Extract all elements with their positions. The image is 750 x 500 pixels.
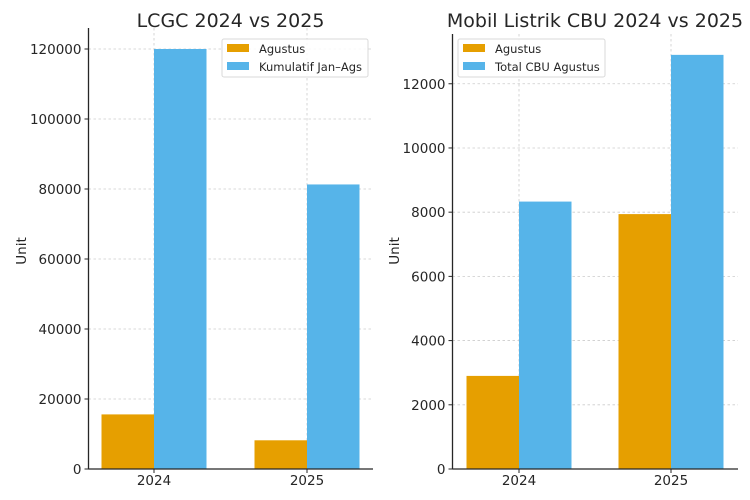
bar-agustus-2025 bbox=[618, 214, 671, 469]
bar-kumulatif-jan-ags-2025 bbox=[307, 184, 360, 469]
y-tick-label: 12000 bbox=[403, 77, 446, 93]
chart-panel-2: 0 2000 4000 6000 8000 10000 12000 2024 2025 Mobil… bbox=[387, 10, 743, 489]
y-tick-label: 100000 bbox=[30, 112, 82, 128]
y-tick-label: 4000 bbox=[411, 334, 445, 350]
y-tick-label: 60000 bbox=[39, 252, 82, 268]
legend-box bbox=[221, 38, 369, 78]
y-tick-label: 120000 bbox=[30, 42, 82, 58]
legend: Agustus Kumulatif Jan–Ags bbox=[221, 38, 369, 78]
y-tick-label: 2000 bbox=[411, 398, 445, 414]
y-tick-label: 6000 bbox=[411, 269, 445, 285]
y-tick-label: 0 bbox=[73, 462, 82, 478]
x-tick-label: 2024 bbox=[137, 473, 171, 489]
bar-agustus-2024 bbox=[101, 414, 154, 469]
bar-agustus-2025 bbox=[254, 440, 307, 469]
y-tick-label: 80000 bbox=[39, 182, 82, 198]
legend: Agustus Total CBU Agustus bbox=[457, 38, 606, 78]
bar-total-cbu-agustus-2024 bbox=[519, 201, 572, 469]
legend-swatch bbox=[463, 44, 485, 52]
x-tick-label: 2025 bbox=[654, 473, 688, 489]
y-tick-label: 0 bbox=[437, 462, 446, 478]
legend-swatch bbox=[227, 62, 249, 70]
chart-title: LCGC 2024 vs 2025 bbox=[137, 10, 325, 32]
legend-label: Agustus bbox=[495, 42, 541, 56]
legend-label: Total CBU Agustus bbox=[494, 60, 600, 74]
legend-swatch bbox=[227, 44, 249, 52]
x-tick-label: 2025 bbox=[290, 473, 324, 489]
y-axis-label: Unit bbox=[14, 237, 30, 264]
bar-kumulatif-jan-ags-2024 bbox=[154, 49, 207, 469]
legend-swatch bbox=[463, 62, 485, 70]
y-tick-label: 10000 bbox=[403, 141, 446, 157]
y-tick-label: 20000 bbox=[39, 392, 82, 408]
y-tick-label: 40000 bbox=[39, 322, 82, 338]
legend-label: Agustus bbox=[259, 42, 305, 56]
chart-panel-1: 0 20000 40000 60000 80000 100000 120000 2024 202… bbox=[14, 10, 373, 489]
x-tick-label: 2024 bbox=[502, 473, 536, 489]
legend-label: Kumulatif Jan–Ags bbox=[259, 60, 362, 74]
legend-box bbox=[457, 38, 606, 78]
y-tick-label: 8000 bbox=[411, 205, 445, 221]
bar-agustus-2024 bbox=[466, 375, 519, 469]
chart-title: Mobil Listrik CBU 2024 vs 2025 bbox=[447, 10, 743, 32]
y-axis-label: Unit bbox=[387, 237, 403, 264]
bar-total-cbu-agustus-2025 bbox=[671, 54, 724, 469]
